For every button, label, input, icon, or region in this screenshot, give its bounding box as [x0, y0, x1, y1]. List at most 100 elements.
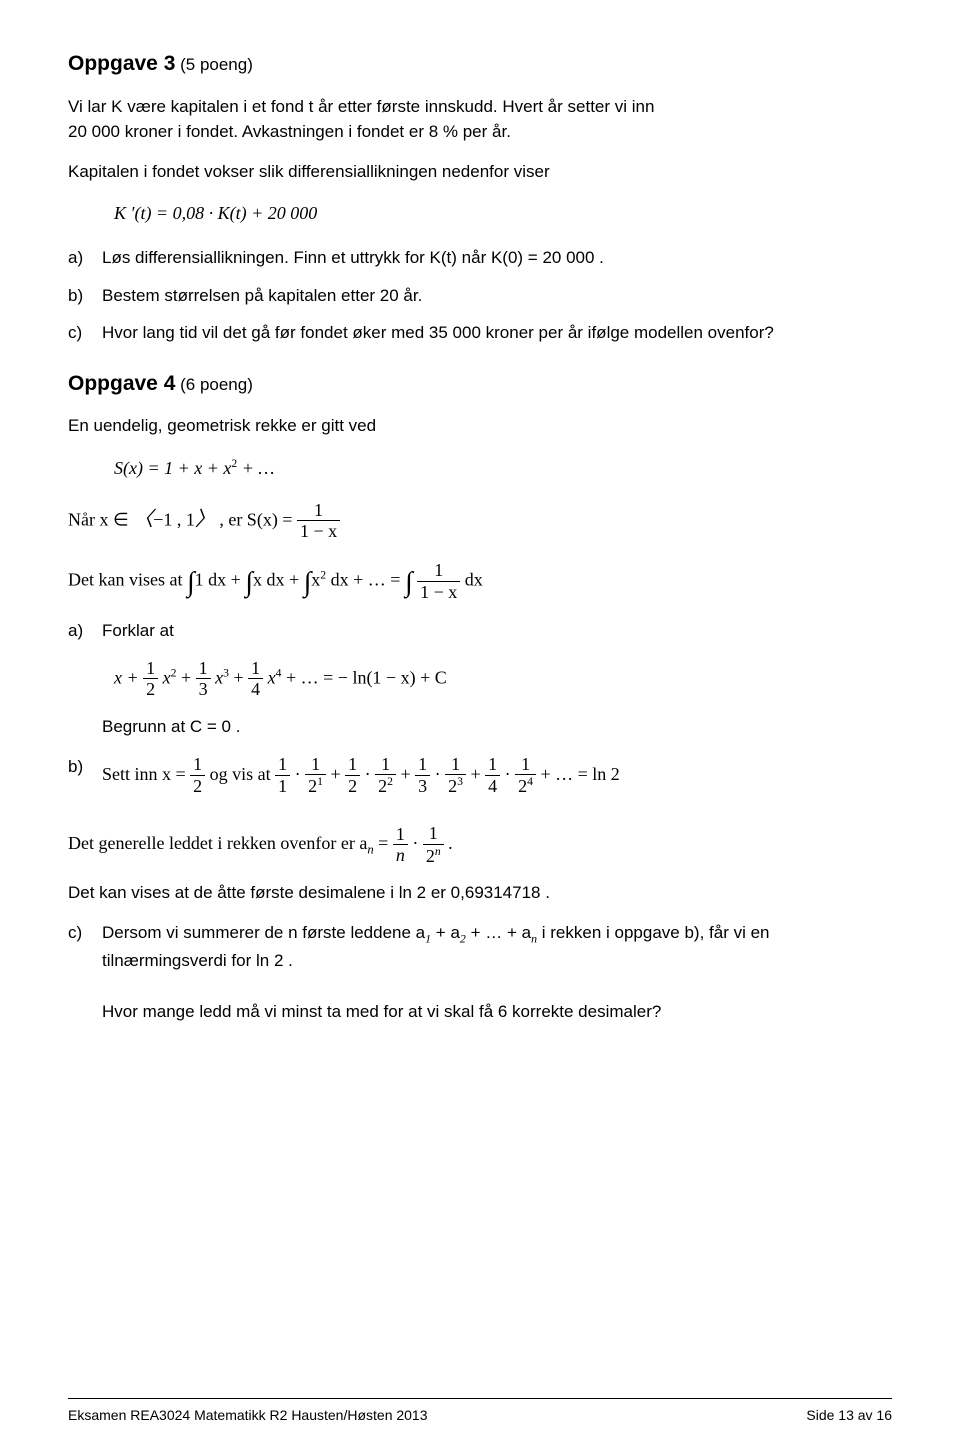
task4-a-eq: x + 12 x2 + 13 x3 + 14 x4 + … = − ln(1 −… — [114, 658, 892, 700]
int-p1: 1 dx + — [195, 569, 246, 589]
task3-item-c: c) Hvor lang tid vil det gå før fondet ø… — [68, 320, 892, 346]
b-t4rc: 2 — [518, 776, 527, 796]
int-r-den: 1 − x — [417, 582, 460, 603]
label-a: a) — [68, 245, 102, 271]
b-xd: 2 — [190, 776, 205, 797]
task3-intro-l2: 20 000 kroner i fondet. Avkastningen i f… — [68, 122, 511, 141]
c-l2: tilnærmingsverdi for ln 2 . — [102, 951, 293, 970]
int-r-num: 1 — [417, 560, 460, 582]
footer-right: Side 13 av 16 — [806, 1405, 892, 1426]
task4-a-begrunn: Begrunn at C = 0 . — [102, 714, 892, 740]
task3-sent2: Kapitalen i fondet vokser slik differens… — [68, 159, 892, 185]
a-f2: 12 — [143, 658, 158, 700]
langle-icon: 〈 — [133, 508, 153, 530]
a-x3: x — [211, 667, 224, 687]
a-f3-n: 1 — [196, 658, 211, 680]
gen-f1d-n: n — [396, 845, 405, 865]
task4-a-text: Forklar at — [102, 618, 892, 644]
int-p3: x — [311, 569, 320, 589]
task4-intro: En uendelig, geometrisk rekke er gitt ve… — [68, 413, 892, 439]
task3-points: (5 poeng) — [180, 55, 253, 74]
c-l1-pre: Dersom vi summerer de n første leddene a — [102, 923, 425, 942]
c-l1-tail: i rekken i oppgave b), får vi en — [537, 923, 769, 942]
b-t3r: 123 — [445, 754, 466, 797]
b-t2rd: 22 — [375, 775, 396, 797]
b-t3rd: 23 — [445, 775, 466, 797]
int-r-tail: dx — [465, 569, 483, 589]
gen-f2d-e: n — [435, 845, 441, 858]
gen-eq: = — [374, 833, 393, 853]
label-b: b) — [68, 754, 102, 797]
task4-points: (6 poeng) — [180, 375, 253, 394]
b-t4a: 1 — [485, 754, 500, 776]
b-t4re: 4 — [527, 775, 533, 788]
task4-title: Oppgave 4 — [68, 372, 175, 395]
b-t1rc: 2 — [308, 776, 317, 796]
task4-b-content: Sett inn x = 12 og vis at 11 · 121 + 12 … — [102, 754, 892, 797]
a-f4: 14 — [248, 658, 263, 700]
gen-f1: 1n — [393, 824, 408, 866]
task4-when: Når x ∈ 〈−1 , 1〉 , er S(x) = 11 − x — [68, 500, 892, 542]
b-t3a: 1 — [415, 754, 430, 776]
gen-f2d: 2n — [423, 845, 444, 867]
b-t3rc: 2 — [448, 776, 457, 796]
integral-icon: ∫ — [187, 575, 195, 592]
b-t4r: 124 — [515, 754, 536, 797]
rangle-icon: 〉 — [195, 508, 215, 530]
gen-f2n: 1 — [423, 823, 444, 845]
b-t1l: 11 — [275, 754, 290, 796]
b-t2a: 1 — [345, 754, 360, 776]
frac-sx-den: 1 − x — [297, 521, 340, 542]
c-l1-plus1: + a — [431, 923, 460, 942]
label-c: c) — [68, 320, 102, 346]
when-interval: −1 , 1 — [153, 509, 195, 529]
b-pre: Sett inn x = — [102, 763, 190, 783]
task4-general: Det generelle leddet i rekken ovenfor er… — [68, 823, 892, 866]
page-footer: Eksamen REA3024 Matematikk R2 Hausten/Hø… — [68, 1398, 892, 1426]
footer-left: Eksamen REA3024 Matematikk R2 Hausten/Hø… — [68, 1405, 428, 1426]
b-t2rc: 2 — [378, 776, 387, 796]
frac-sx: 11 − x — [297, 500, 340, 542]
b-t3l: 13 — [415, 754, 430, 796]
b-xn: 1 — [190, 754, 205, 776]
b-mid: og vis at — [210, 763, 276, 783]
a-f3: 13 — [196, 658, 211, 700]
a-f4-d: 4 — [248, 679, 263, 700]
label-b: b) — [68, 283, 102, 309]
a-x4: x — [263, 667, 276, 687]
c-l1-dots: + … + a — [466, 923, 531, 942]
task4-series: S(x) = 1 + x + x2 + … — [114, 455, 892, 482]
task3-c-text: Hvor lang tid vil det gå før fondet øker… — [102, 320, 892, 346]
b-t1b: 1 — [275, 776, 290, 797]
integral-icon: ∫ — [245, 575, 253, 592]
gen-f1d: n — [393, 845, 408, 866]
task3-heading: Oppgave 3 (5 poeng) — [68, 48, 892, 80]
task4-c-content: Dersom vi summerer de n første leddene a… — [102, 920, 892, 1025]
label-a: a) — [68, 618, 102, 644]
task3-equation: K ′(t) = 0,08 · K(t) + 20 000 — [114, 200, 892, 227]
gen-pre: Det generelle leddet i rekken ovenfor er… — [68, 833, 367, 853]
b-t2re: 2 — [387, 775, 393, 788]
task4-decimals: Det kan vises at de åtte første desimale… — [68, 880, 892, 906]
task3-item-b: b) Bestem størrelsen på kapitalen etter … — [68, 283, 892, 309]
a-e3: 3 — [223, 666, 229, 679]
task3-intro: Vi lar K være kapitalen i et fond t år e… — [68, 94, 892, 145]
b-t2rn: 1 — [375, 754, 396, 776]
frac-sx-num: 1 — [297, 500, 340, 522]
a-f4-n: 1 — [248, 658, 263, 680]
b-t3b: 3 — [415, 776, 430, 797]
b-t1a: 1 — [275, 754, 290, 776]
b-rhs: + … = ln 2 — [541, 763, 620, 783]
a-e4: 4 — [276, 666, 282, 679]
b-xfrac: 12 — [190, 754, 205, 796]
int-p2: x dx + — [253, 569, 304, 589]
b-t2l: 12 — [345, 754, 360, 796]
task3-b-text: Bestem størrelsen på kapitalen etter 20 … — [102, 283, 892, 309]
b-t2r: 122 — [375, 754, 396, 797]
b-t2b: 2 — [345, 776, 360, 797]
task3-title: Oppgave 3 — [68, 52, 175, 75]
task4-item-c: c) Dersom vi summerer de n første ledden… — [68, 920, 892, 1025]
task3-item-a: a) Løs differensiallikningen. Finn et ut… — [68, 245, 892, 271]
gen-dot: · — [412, 833, 423, 853]
a-f2-n: 1 — [143, 658, 158, 680]
